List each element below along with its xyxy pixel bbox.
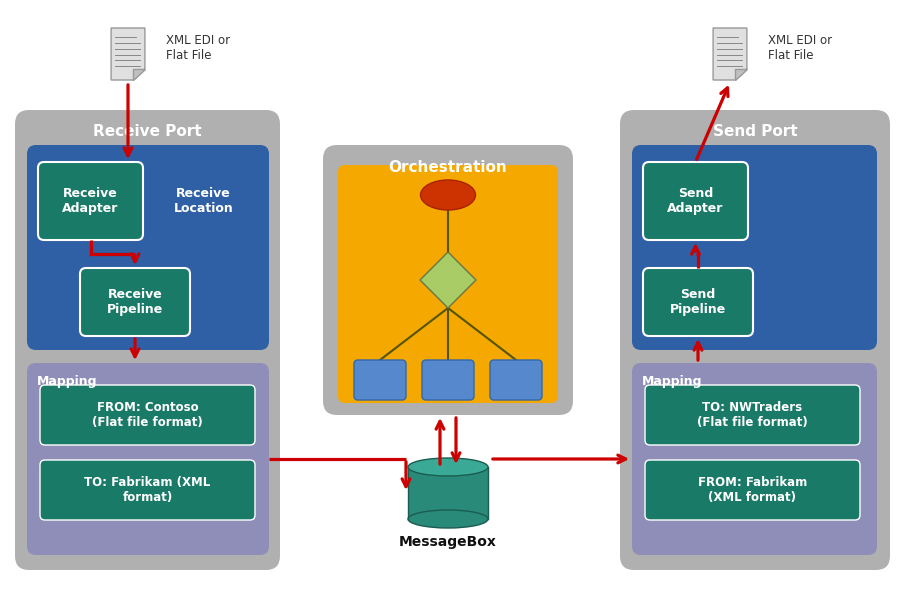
FancyBboxPatch shape [354,360,406,400]
FancyBboxPatch shape [323,145,573,415]
FancyBboxPatch shape [40,385,255,445]
FancyBboxPatch shape [40,460,255,520]
Text: Orchestration: Orchestration [389,160,508,175]
Text: TO: Fabrikam (XML
format): TO: Fabrikam (XML format) [85,476,210,504]
Text: FROM: Fabrikam
(XML format): FROM: Fabrikam (XML format) [698,476,807,504]
Text: Send
Adapter: Send Adapter [667,187,723,215]
FancyBboxPatch shape [632,145,877,350]
FancyBboxPatch shape [38,162,143,240]
Polygon shape [134,68,145,80]
Polygon shape [713,28,747,80]
FancyBboxPatch shape [643,162,748,240]
Text: Receive
Pipeline: Receive Pipeline [106,288,163,316]
FancyBboxPatch shape [15,110,280,570]
FancyBboxPatch shape [27,145,269,350]
FancyBboxPatch shape [645,385,860,445]
Text: Receive
Adapter: Receive Adapter [62,187,118,215]
FancyBboxPatch shape [338,165,558,403]
Text: XML EDI or
Flat File: XML EDI or Flat File [768,34,832,62]
FancyBboxPatch shape [80,268,190,336]
Text: MessageBox: MessageBox [399,535,497,549]
Ellipse shape [408,510,488,528]
Text: Receive Port: Receive Port [93,124,202,139]
Text: Mapping: Mapping [37,374,97,388]
Text: Mapping: Mapping [642,374,703,388]
FancyBboxPatch shape [422,360,474,400]
FancyBboxPatch shape [643,268,753,336]
Ellipse shape [408,458,488,476]
Text: XML EDI or
Flat File: XML EDI or Flat File [166,34,230,62]
Polygon shape [735,68,747,80]
FancyBboxPatch shape [27,363,269,555]
FancyBboxPatch shape [645,460,860,520]
FancyBboxPatch shape [632,363,877,555]
Text: Send
Pipeline: Send Pipeline [670,288,726,316]
Text: Receive
Location: Receive Location [174,187,234,215]
Polygon shape [111,28,145,80]
Text: FROM: Contoso
(Flat file format): FROM: Contoso (Flat file format) [92,401,203,429]
Text: TO: NWTraders
(Flat file format): TO: NWTraders (Flat file format) [697,401,808,429]
Text: Send Port: Send Port [713,124,797,139]
Ellipse shape [420,180,476,210]
Polygon shape [420,252,476,308]
FancyBboxPatch shape [620,110,890,570]
FancyBboxPatch shape [408,467,488,519]
FancyBboxPatch shape [490,360,542,400]
